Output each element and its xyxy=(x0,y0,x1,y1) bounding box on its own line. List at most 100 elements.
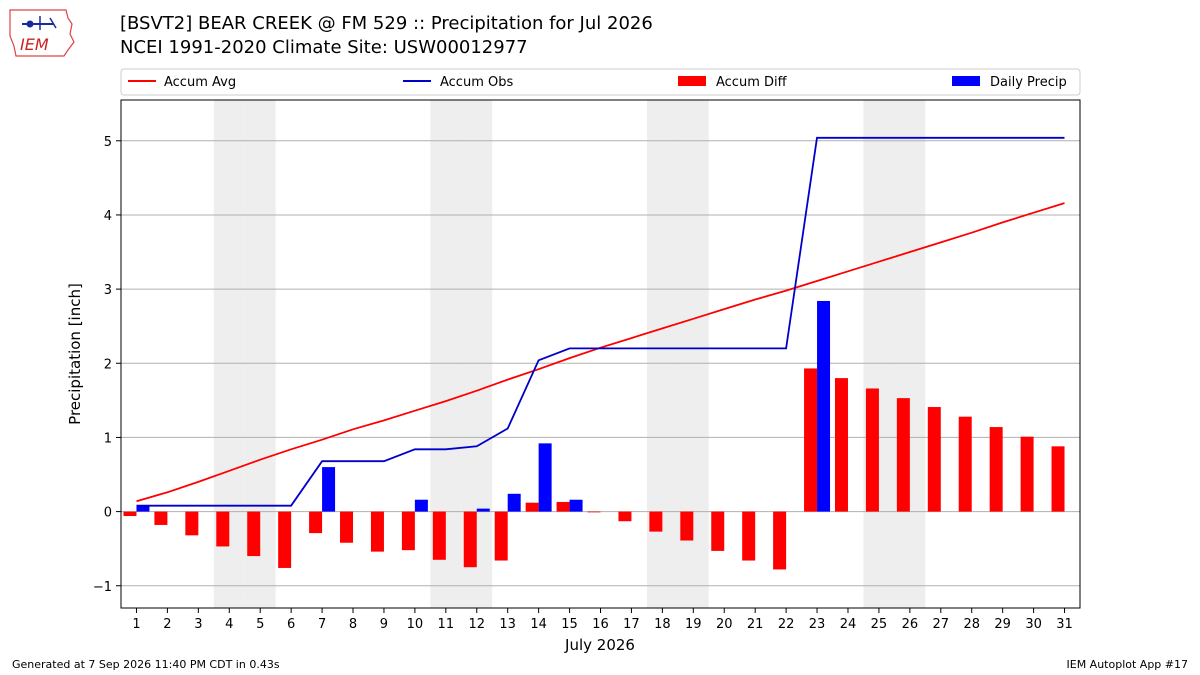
chart-subtitle: NCEI 1991-2020 Climate Site: USW00012977 xyxy=(120,37,528,58)
daily-precip-bar xyxy=(817,300,831,512)
y-tick-label: 5 xyxy=(104,135,112,150)
x-tick-label: 27 xyxy=(933,617,950,632)
x-tick-label: 25 xyxy=(871,617,888,632)
x-tick-label: 22 xyxy=(778,617,795,632)
y-tick-label: 2 xyxy=(104,357,112,372)
y-tick-label: 0 xyxy=(104,506,112,521)
y-tick-label: 3 xyxy=(104,283,112,298)
accum-diff-bar xyxy=(247,511,261,557)
accum-diff-bar xyxy=(309,511,323,534)
x-tick-label: 9 xyxy=(380,617,388,632)
x-axis-label: July 2026 xyxy=(564,636,635,654)
y-tick-label: 1 xyxy=(104,431,112,446)
accum-diff-bar xyxy=(556,501,570,512)
legend-daily-precip-swatch xyxy=(952,76,980,86)
weekend-band xyxy=(646,100,678,608)
accum-diff-bar xyxy=(216,511,230,547)
x-tick-label: 20 xyxy=(716,617,733,632)
x-tick-label: 1 xyxy=(132,617,140,632)
x-tick-label: 19 xyxy=(685,617,702,632)
accum-diff-bars xyxy=(123,368,1065,570)
accum-diff-bar xyxy=(618,511,632,522)
accum-diff-bar xyxy=(185,511,199,536)
daily-precip-bar xyxy=(322,467,336,512)
footer-generated: Generated at 7 Sep 2026 11:40 PM CDT in … xyxy=(12,658,280,671)
x-tick-label: 29 xyxy=(994,617,1011,632)
accum-diff-bar xyxy=(989,427,1003,512)
legend-accum-avg-label: Accum Avg xyxy=(164,75,236,90)
accum-diff-bar xyxy=(340,511,354,543)
accum-diff-bar xyxy=(711,511,725,551)
x-tick-label: 2 xyxy=(163,617,171,632)
accum-diff-bar xyxy=(927,407,941,512)
accum-diff-bar xyxy=(525,502,539,512)
accum-diff-bar xyxy=(958,416,972,512)
x-tick-label: 13 xyxy=(499,617,516,632)
daily-precip-bar xyxy=(507,493,521,512)
x-tick-label: 6 xyxy=(287,617,295,632)
accum-diff-bar xyxy=(896,398,910,512)
iowa-outline-icon xyxy=(9,9,75,57)
chart-title: [BSVT2] BEAR CREEK @ FM 529 :: Precipita… xyxy=(120,13,653,34)
iem-logo: IEM xyxy=(9,9,75,57)
x-tick-label: 7 xyxy=(318,617,326,632)
accum-diff-bar xyxy=(278,511,292,568)
x-tick-label: 12 xyxy=(468,617,485,632)
x-axis-ticks: 1 2 3 4 5 6 7 8 9 10 11 12 13 14 15 16 17 18 19 20 21 22 23 24 2… xyxy=(132,608,1073,632)
weekend-shading xyxy=(213,100,926,608)
x-tick-label: 23 xyxy=(809,617,826,632)
accum-diff-bar xyxy=(494,511,508,561)
accum-diff-bar xyxy=(649,511,663,532)
y-axis-ticks: −1 0 1 2 3 4 5 xyxy=(93,135,121,595)
accum-diff-bar xyxy=(680,511,694,541)
accum-diff-bar xyxy=(834,378,848,512)
accum-diff-bar xyxy=(123,511,137,517)
accum-diff-bar xyxy=(370,511,384,552)
footer-app: IEM Autoplot App #17 xyxy=(1066,658,1189,671)
legend-accum-diff-swatch xyxy=(678,76,706,86)
legend-daily-precip-label: Daily Precip xyxy=(990,75,1067,90)
accum-diff-bar xyxy=(432,511,446,560)
x-tick-label: 30 xyxy=(1025,617,1042,632)
legend: Accum Avg Accum Obs Accum Diff Daily Pre… xyxy=(120,68,1081,96)
x-tick-label: 31 xyxy=(1056,617,1073,632)
accum-diff-bar xyxy=(587,511,601,513)
x-tick-label: 28 xyxy=(963,617,980,632)
x-tick-label: 24 xyxy=(840,617,857,632)
daily-precip-bar xyxy=(136,505,150,512)
legend-accum-obs-label: Accum Obs xyxy=(440,75,513,90)
daily-precip-bar xyxy=(569,499,583,512)
x-tick-label: 5 xyxy=(256,617,264,632)
daily-precip-bar xyxy=(414,499,428,512)
legend-box xyxy=(120,68,1081,96)
x-tick-label: 8 xyxy=(349,617,357,632)
accum-obs-line xyxy=(136,136,1065,507)
accum-diff-bar xyxy=(401,511,415,551)
accum-diff-bar xyxy=(463,511,477,568)
accum-diff-bar xyxy=(154,511,168,525)
x-tick-label: 21 xyxy=(747,617,764,632)
x-tick-label: 26 xyxy=(902,617,919,632)
legend-accum-diff-label: Accum Diff xyxy=(716,75,788,90)
accum-diff-bar xyxy=(1020,436,1034,512)
x-tick-label: 17 xyxy=(623,617,640,632)
daily-precip-bar xyxy=(476,508,490,512)
x-tick-label: 4 xyxy=(225,617,233,632)
daily-precip-bars xyxy=(136,300,831,512)
y-tick-label: −1 xyxy=(93,580,112,595)
accum-diff-bar xyxy=(865,388,879,512)
weekend-band xyxy=(894,100,926,608)
accum-diff-bar xyxy=(773,511,787,570)
x-tick-label: 14 xyxy=(530,617,547,632)
x-tick-label: 3 xyxy=(194,617,202,632)
logo-text: IEM xyxy=(20,35,49,54)
weekend-band xyxy=(863,100,895,608)
accum-diff-bar xyxy=(742,511,756,561)
x-tick-label: 11 xyxy=(438,617,455,632)
daily-precip-bar xyxy=(538,443,552,512)
accum-diff-bar xyxy=(804,368,818,512)
x-tick-label: 18 xyxy=(654,617,671,632)
x-tick-label: 16 xyxy=(592,617,609,632)
x-tick-label: 10 xyxy=(407,617,424,632)
